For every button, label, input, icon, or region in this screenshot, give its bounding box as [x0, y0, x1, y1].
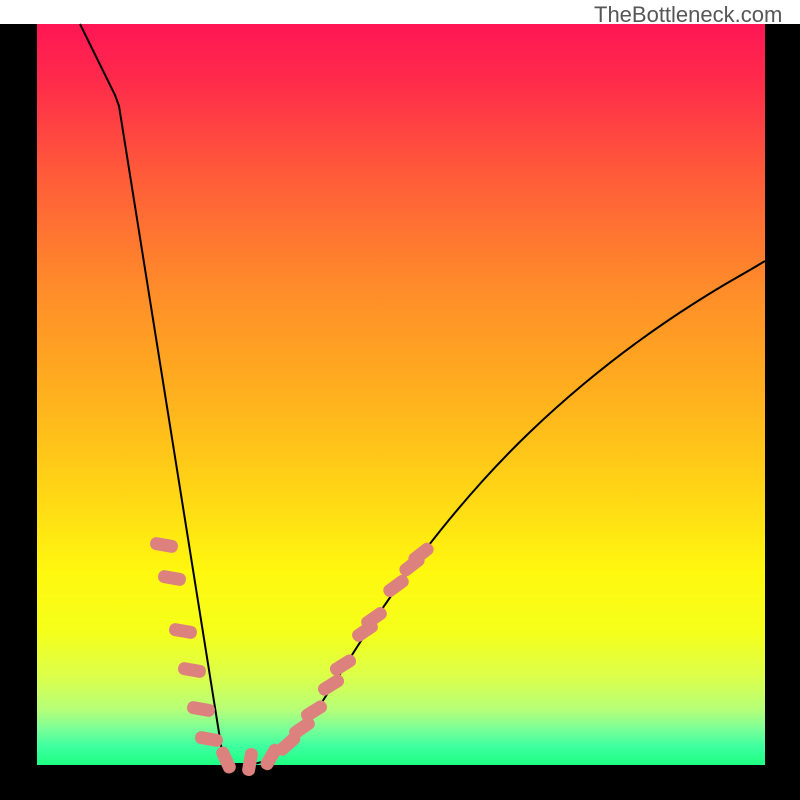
- chart-svg: [0, 0, 800, 800]
- plot-background: [37, 24, 765, 765]
- chart-container: TheBottleneck.com: [0, 0, 800, 800]
